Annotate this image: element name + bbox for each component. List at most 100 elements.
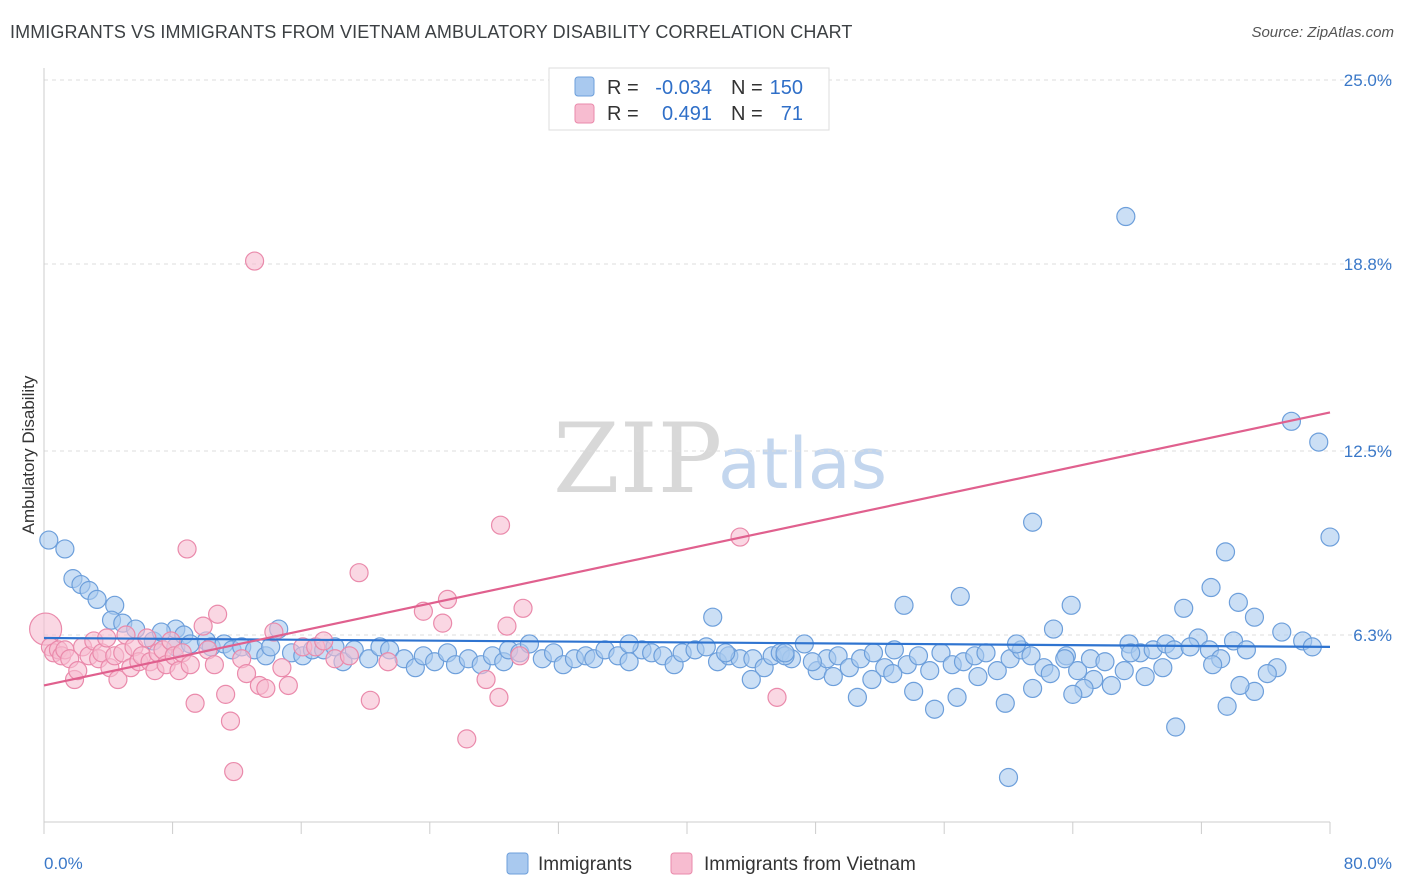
point-immigrants (1023, 678, 1043, 699)
bottom-legend-label-immigrants: Immigrants (538, 854, 632, 875)
point-immigrants (1236, 640, 1257, 660)
bottom-legend-swatch-immigrants (506, 852, 529, 875)
point-immigrants (968, 666, 988, 687)
point-immigrants (1043, 619, 1064, 639)
point-immigrants (1230, 675, 1250, 696)
point-immigrants (1215, 542, 1236, 562)
y-tick-label: 25.0% (1344, 71, 1392, 90)
y-tick-label: 18.8% (1344, 255, 1392, 274)
trend-line-vietnam (43, 411, 1331, 687)
legend-swatch-vietnam (574, 103, 595, 124)
point-vietnam (767, 687, 787, 707)
point-immigrants (1116, 206, 1136, 227)
legend-r-label-1: R = (607, 77, 639, 99)
legend-r-value-2: 0.491 (662, 103, 712, 125)
point-immigrants (976, 643, 996, 663)
point-immigrants (924, 699, 945, 719)
point-immigrants (359, 649, 379, 669)
point-immigrants (775, 643, 795, 663)
point-immigrants (1055, 649, 1075, 669)
point-immigrants (894, 595, 914, 615)
point-immigrants (1121, 643, 1141, 663)
point-vietnam (360, 690, 380, 710)
point-vietnam (224, 761, 244, 782)
point-vietnam (510, 646, 530, 666)
point-immigrants (1309, 432, 1329, 452)
point-immigrants (802, 652, 822, 672)
point-vietnam (272, 658, 292, 678)
point-immigrants (715, 643, 736, 663)
point-immigrants (823, 666, 843, 687)
point-immigrants (1174, 598, 1194, 618)
chart-title: IMMIGRANTS VS IMMIGRANTS FROM VIETNAM AM… (10, 22, 853, 42)
series-legend: Immigrants Immigrants from Vietnam (506, 852, 916, 875)
point-immigrants (995, 693, 1015, 713)
bottom-legend-label-vietnam: Immigrants from Vietnam (704, 854, 916, 875)
watermark: ZIP atlas (553, 403, 887, 515)
point-immigrants (55, 539, 75, 559)
legend-n-label-1: N = (731, 77, 763, 99)
point-immigrants (87, 589, 107, 610)
point-vietnam (489, 687, 509, 707)
point-immigrants (1095, 652, 1115, 672)
point-vietnam (349, 563, 369, 583)
point-immigrants (828, 646, 848, 666)
legend-r-label-2: R = (607, 103, 639, 125)
point-immigrants (1228, 592, 1248, 612)
y-tick-label: 6.3% (1353, 626, 1392, 645)
y-tick-label: 12.5% (1344, 442, 1392, 461)
point-immigrants (39, 530, 59, 550)
y-axis-label: Ambulatory Disability (19, 375, 38, 534)
point-vietnam (177, 539, 197, 559)
point-immigrants (696, 637, 716, 657)
point-immigrants (1063, 684, 1083, 704)
point-immigrants (1114, 661, 1134, 681)
point-immigrants (1153, 658, 1173, 678)
point-vietnam (193, 616, 213, 636)
watermark-zip: ZIP (553, 403, 722, 515)
point-immigrants (862, 669, 882, 690)
series-vietnam-points (29, 251, 787, 782)
point-vietnam (497, 616, 517, 636)
point-immigrants (908, 646, 929, 666)
point-immigrants (883, 663, 903, 684)
point-vietnam (433, 613, 453, 633)
point-immigrants (884, 640, 904, 660)
point-vietnam (236, 663, 257, 684)
bottom-legend-swatch-vietnam (670, 852, 693, 875)
trend-lines (43, 411, 1331, 687)
correlation-legend: R = -0.034 N = 150 R = 0.491 N = 71 (548, 67, 830, 131)
legend-n-value-1: 150 (770, 77, 803, 99)
point-vietnam (490, 515, 511, 535)
y-axis-tick-labels: 6.3% 12.5% 18.8% 25.0% (1344, 71, 1392, 645)
point-vietnam (378, 652, 398, 672)
point-immigrants (950, 586, 970, 607)
point-immigrants (1023, 512, 1043, 532)
point-immigrants (904, 681, 924, 702)
point-immigrants (863, 643, 884, 663)
point-immigrants (1135, 666, 1155, 687)
point-vietnam (220, 711, 241, 731)
point-immigrants (1244, 607, 1265, 627)
legend-n-label-2: N = (731, 103, 763, 125)
point-immigrants (1320, 527, 1340, 547)
point-immigrants (1101, 675, 1121, 696)
point-vietnam (204, 655, 224, 675)
legend-swatch-immigrants (574, 76, 595, 97)
point-immigrants (619, 634, 639, 654)
point-vietnam (185, 693, 205, 713)
point-vietnam (457, 729, 477, 749)
point-vietnam (278, 675, 298, 696)
gridlines (44, 79, 1392, 636)
point-immigrants (947, 687, 967, 707)
x-tick-label-max: 80.0% (1344, 854, 1392, 873)
point-immigrants (1217, 696, 1237, 716)
point-vietnam (339, 646, 360, 666)
point-vietnam (68, 661, 88, 681)
point-vietnam (216, 684, 236, 704)
point-immigrants (1021, 646, 1041, 666)
x-axis-ticks (43, 822, 1331, 834)
point-immigrants (703, 607, 723, 627)
point-immigrants (987, 661, 1007, 681)
